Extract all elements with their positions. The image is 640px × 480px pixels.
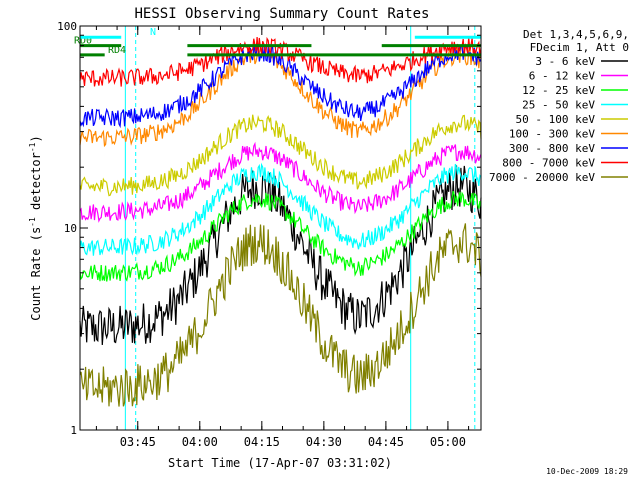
x-axis-label: Start Time (17-Apr-07 03:31:02): [168, 456, 392, 470]
legend-entry-label: 50 - 100 keV: [516, 113, 596, 126]
legend-header-line-2: FDecim 1, Att 0: [530, 41, 629, 54]
x-tick-label: 03:45: [120, 435, 156, 449]
series-line: [79, 141, 482, 223]
y-axis-label: Count Rate (s-1 detector-1): [28, 135, 43, 320]
series-line: [79, 114, 482, 197]
x-tick-label: 04:30: [306, 435, 342, 449]
x-tick-label: 05:00: [430, 435, 466, 449]
plot-flags: RD0 RD4 N: [74, 27, 481, 57]
series-line: [79, 223, 482, 407]
legend-header-line-1: Det 1,3,4,5,6,9,: [523, 28, 629, 41]
series-line: [79, 43, 482, 129]
y-axis-label-sup: -1: [28, 217, 37, 227]
series-line: [79, 162, 482, 256]
series-line: [79, 36, 482, 87]
flag-label: RD4: [108, 45, 126, 56]
y-axis-label-close: ): [29, 135, 43, 142]
legend-entry-label: 800 - 7000 keV: [502, 157, 595, 170]
y-axis-label-text: Count Rate (s-1 detector-1): [28, 135, 43, 320]
series-line: [79, 190, 482, 282]
legend-entry-label: 7000 - 20000 keV: [489, 171, 595, 184]
chart-title: HESSI Observing Summary Count Rates: [134, 6, 429, 22]
plot-series: [79, 36, 482, 407]
legend-entry-label: 100 - 300 keV: [509, 128, 595, 141]
x-tick-label: 04:45: [368, 435, 404, 449]
x-tick-label: 04:15: [244, 435, 280, 449]
legend-entry-label: 3 - 6 keV: [535, 55, 595, 68]
legend-entry-label: 6 - 12 keV: [529, 70, 596, 83]
legend-entry-label: 12 - 25 keV: [522, 84, 595, 97]
flag-label: RD0: [74, 36, 92, 47]
flag-label: N: [150, 27, 156, 38]
legend: Det 1,3,4,5,6,9, FDecim 1, Att 0 3 - 6 k…: [489, 28, 629, 184]
y-axis-label-main: Count Rate (s: [29, 227, 43, 321]
y-tick-label: 1: [70, 424, 77, 437]
x-tick-label: 04:00: [182, 435, 218, 449]
y-axis-label-detector: detector: [29, 152, 43, 217]
y-tick-label: 10: [64, 222, 77, 235]
y-axis-label-sup2: -1: [28, 142, 37, 152]
series-line: [79, 165, 482, 346]
legend-entry-label: 300 - 800 keV: [509, 142, 595, 155]
footer-date: 10-Dec-2009 18:29: [546, 467, 628, 476]
y-tick-label: 100: [57, 20, 77, 33]
plot-axes: 1 10 100 03:45 04:00 04:15 04:30 04:45 05:00: [57, 20, 482, 449]
legend-entry-label: 25 - 50 keV: [522, 99, 595, 112]
